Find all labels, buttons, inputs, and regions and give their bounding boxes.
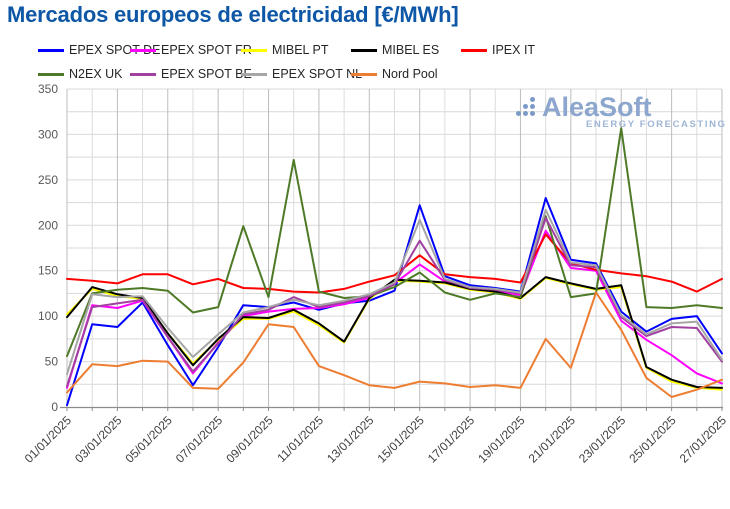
x-axis-label: 01/01/2025 [22,413,75,466]
x-axis-label: 25/01/2025 [626,413,679,466]
legend-line-swatch [130,48,156,52]
aleasoft-logo-text: AleaSoft [542,92,652,122]
legend-line-swatch [241,48,267,52]
legend-label: MIBEL PT [272,43,329,57]
x-axis-label: 11/01/2025 [274,413,326,465]
aleasoft-dots-icon [516,95,537,116]
series-line-nord-pool [66,291,723,398]
y-axis-label: 150 [38,264,58,278]
series-line-ipex-it [66,233,723,294]
y-axis-label: 100 [38,309,58,323]
legend-row-2: N2EX UK EPEX SPOT BE EPEX SPOT NL Nord Pool [0,65,730,83]
x-axis-label: 03/01/2025 [72,413,125,466]
x-axis-label: 27/01/2025 [677,413,730,466]
logo-dot [530,104,535,109]
legend-label: MIBEL ES [382,43,440,57]
legend-item-nord-pool: Nord Pool [351,65,438,83]
legend-item-epex-spot-be: EPEX SPOT BE [130,65,252,83]
legend-label: N2EX UK [69,67,123,81]
legend-item-n2ex-uk: N2EX UK [38,65,123,83]
legend-item-epex-spot-nl: EPEX SPOT NL [241,65,362,83]
legend-row-1: EPEX SPOT DE EPEX SPOT FR MIBEL PT MIBEL ES… [0,41,730,59]
legend-line-swatch [38,48,64,52]
y-axis-label: 200 [38,218,58,232]
x-axis-label: 05/01/2025 [123,413,176,466]
legend-label: EPEX SPOT DE [69,43,161,57]
series-line-n2ex-uk [66,127,723,358]
legend-line-swatch [241,72,267,76]
legend-label: Nord Pool [382,67,438,81]
legend-line-swatch [351,48,377,52]
legend-line-swatch [38,72,64,76]
logo-dot-column [523,102,528,116]
y-axis-label: 50 [45,355,59,369]
chart-title: Mercados europeos de electricidad [€/MWh… [7,2,459,27]
logo-dot-column [530,95,535,116]
x-axis-label: 23/01/2025 [576,413,629,466]
logo-dot [530,97,535,102]
x-axis-label: 09/01/2025 [223,413,276,466]
logo-dot [516,111,521,116]
legend-item-mibel-pt: MIBEL PT [241,41,329,59]
legend-line-swatch [130,72,156,76]
series-line-epex-spot-nl [66,208,723,376]
legend-line-swatch [461,48,487,52]
x-axis-label: 15/01/2025 [374,413,427,466]
series-line-mibel-es [66,276,723,389]
logo-dot [523,111,528,116]
legend-label: IPEX IT [492,43,536,57]
legend-item-ipex-it: IPEX IT [461,41,535,59]
x-axis-label: 07/01/2025 [173,413,226,466]
x-axis-label: 13/01/2025 [324,413,377,466]
aleasoft-logo: AleaSoft ENERGY FORECASTING [516,92,727,134]
x-axis-label: 21/01/2025 [526,413,579,466]
y-axis-label: 300 [38,127,58,141]
legend-label: EPEX SPOT NL [272,67,363,81]
y-axis-label: 0 [51,400,58,414]
legend-label: EPEX SPOT BE [161,67,252,81]
y-axis-label: 250 [38,173,58,187]
legend-label: EPEX SPOT FR [161,43,252,57]
legend-item-epex-spot-de: EPEX SPOT DE [38,41,160,59]
logo-dot [523,104,528,109]
aleasoft-logo-subtext: ENERGY FORECASTING [586,119,727,130]
series-line-epex-spot-de [66,197,723,407]
legend-item-epex-spot-fr: EPEX SPOT FR [130,41,252,59]
x-axis-label: 19/01/2025 [475,413,528,466]
y-axis-label: 350 [38,82,58,96]
legend-line-swatch [351,72,377,76]
x-axis-label: 17/01/2025 [425,413,478,466]
legend-item-mibel-es: MIBEL ES [351,41,439,59]
logo-dot [530,111,535,116]
logo-dot-column [516,109,521,116]
